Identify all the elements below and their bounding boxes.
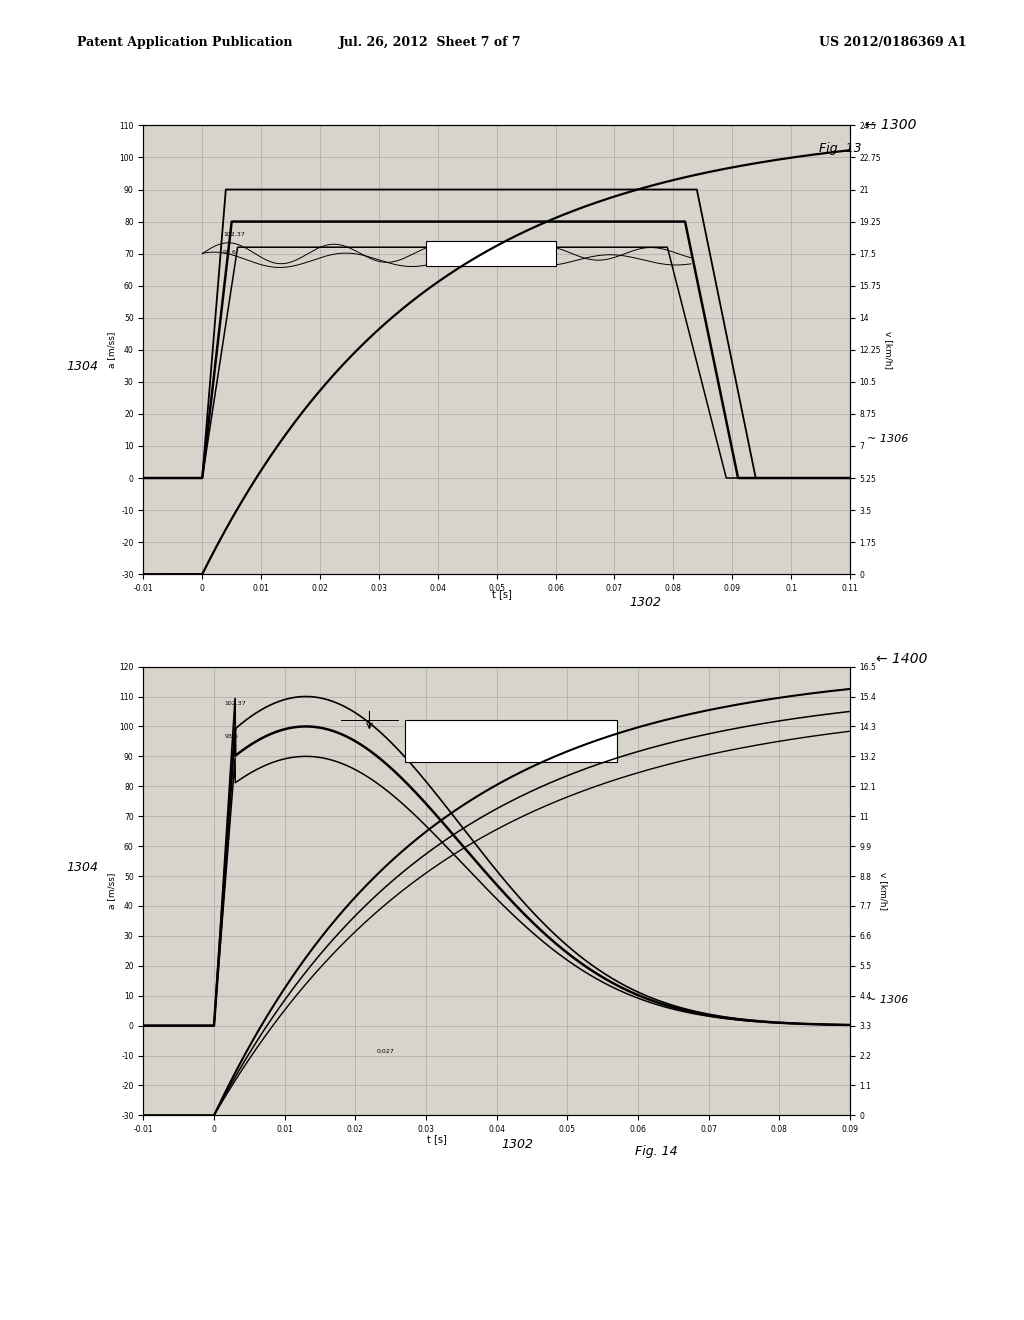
Text: 1304: 1304 [67, 861, 98, 874]
Text: 93.6: 93.6 [224, 734, 239, 739]
Text: 1302: 1302 [630, 595, 662, 609]
Bar [426, 240, 555, 267]
Text: ~ 1306: ~ 1306 [867, 434, 908, 445]
Text: 0.027: 0.027 [377, 1048, 394, 1053]
Bar [404, 721, 616, 763]
Text: Jul. 26, 2012  Sheet 7 of 7: Jul. 26, 2012 Sheet 7 of 7 [339, 36, 521, 49]
Y-axis label: v [km/h]: v [km/h] [880, 873, 888, 909]
Text: 1302: 1302 [502, 1138, 534, 1151]
Text: Fig. 13: Fig. 13 [819, 141, 862, 154]
Text: t [s]: t [s] [492, 589, 512, 599]
Text: ← 1400: ← 1400 [876, 652, 927, 665]
Text: t [s]: t [s] [427, 1134, 447, 1144]
Y-axis label: a [m/ss]: a [m/ss] [108, 331, 117, 368]
Y-axis label: v [km/h]: v [km/h] [884, 331, 893, 368]
Text: 102.37: 102.37 [223, 232, 245, 238]
Text: ~ 1306: ~ 1306 [867, 995, 908, 1006]
Text: Fig. 14: Fig. 14 [635, 1144, 678, 1158]
Y-axis label: a [m/ss]: a [m/ss] [108, 873, 117, 909]
Text: Patent Application Publication: Patent Application Publication [77, 36, 292, 49]
Text: US 2012/0186369 A1: US 2012/0186369 A1 [819, 36, 967, 49]
Text: ← 1300: ← 1300 [865, 119, 916, 132]
Text: 93.6: 93.6 [223, 249, 237, 255]
Text: 102.37: 102.37 [224, 701, 247, 706]
Text: 1304: 1304 [67, 359, 98, 372]
